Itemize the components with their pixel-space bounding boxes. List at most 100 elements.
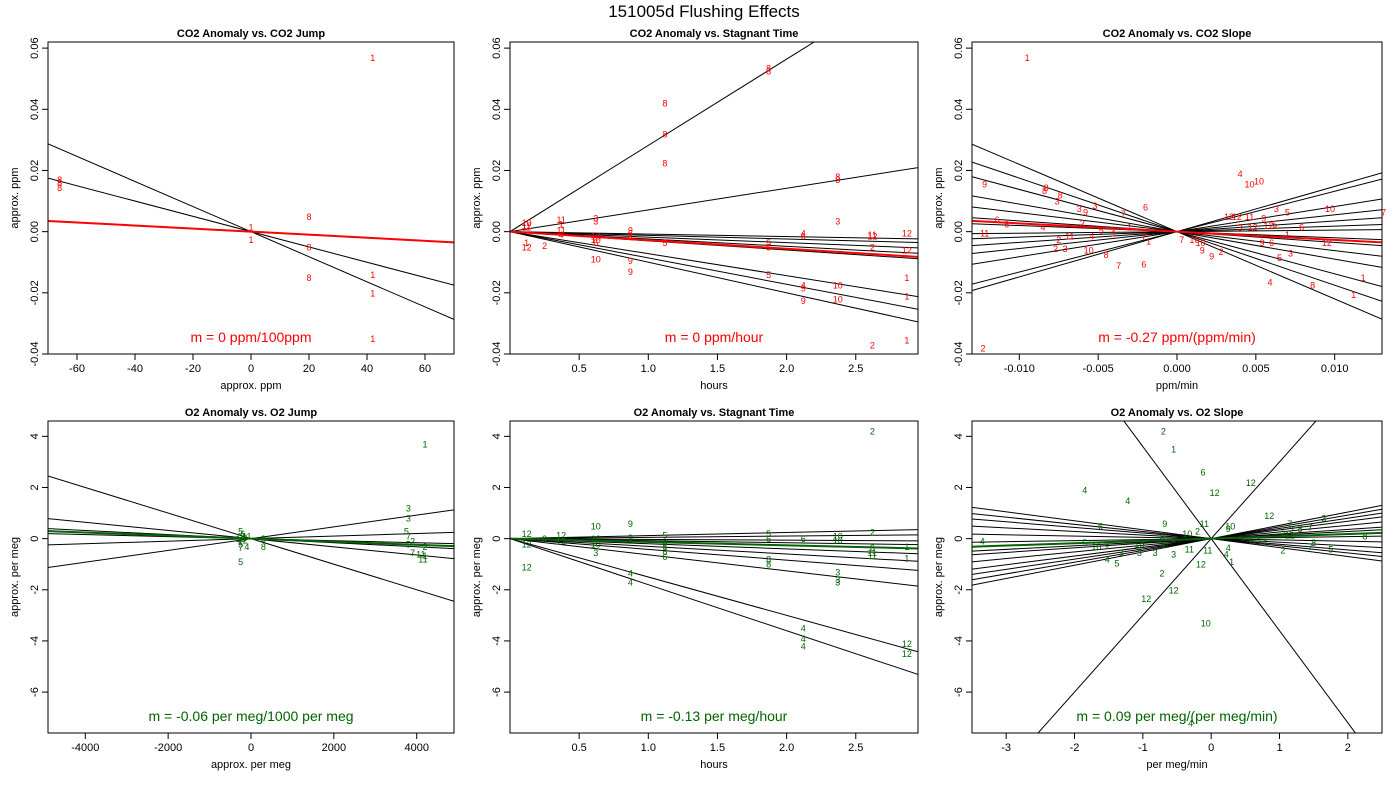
point-label: 10	[591, 539, 601, 549]
y-tick-label: 4	[29, 433, 41, 439]
y-tick-label: 0.06	[953, 37, 965, 58]
point-label: 4	[1226, 543, 1231, 553]
point-label: 12	[867, 232, 877, 242]
point-label: 4	[1105, 555, 1110, 565]
point-label: 9	[1105, 539, 1110, 549]
fit-line	[510, 231, 918, 298]
point-label: 6	[1098, 521, 1103, 531]
point-label: 10	[1225, 521, 1235, 531]
point-label: 3	[1092, 201, 1097, 211]
point-label: 6	[1143, 203, 1148, 213]
panel-title: O2 Anomaly vs. Stagnant Time	[634, 407, 795, 419]
point-label: 9	[1159, 532, 1164, 542]
point-label: 8	[1311, 538, 1316, 548]
fit-line	[510, 534, 918, 540]
point-label: 2	[542, 241, 547, 251]
point-label: 7	[1121, 209, 1126, 219]
point-label: 4	[801, 634, 806, 644]
point-label: 5	[662, 238, 667, 248]
x-tick-label: 2.0	[779, 363, 794, 375]
point-label: 9	[628, 533, 633, 543]
point-label: 1	[904, 336, 909, 346]
fit-line	[972, 513, 1382, 558]
point-label: 2	[981, 343, 986, 353]
point-label: 11	[868, 551, 877, 561]
point-label: 12	[902, 246, 912, 256]
point-label: 4	[801, 281, 806, 291]
point-label: 8	[242, 533, 247, 543]
fit-lines	[972, 421, 1382, 733]
point-label: 5	[1328, 544, 1333, 554]
fit-line	[972, 512, 1382, 575]
point-label: 5	[238, 526, 243, 536]
point-label: 12	[1224, 212, 1234, 222]
point-label: 4	[628, 569, 633, 579]
point-label: 9	[1083, 207, 1088, 217]
fit-line	[1037, 421, 1317, 733]
point-label: 2	[422, 542, 427, 552]
y-tick-label: -2	[953, 585, 965, 595]
point-label: 6	[801, 534, 806, 544]
point-label: 11	[1065, 232, 1074, 242]
point-label: 3	[1238, 223, 1243, 233]
point-label: 3	[1321, 514, 1326, 524]
point-label: 6	[1200, 468, 1205, 478]
point-label: 9	[1226, 524, 1231, 534]
point-label: 2	[410, 537, 415, 547]
fit-lines	[48, 143, 454, 320]
point-label: 2	[1159, 569, 1164, 579]
point-label: 1	[1146, 236, 1151, 246]
point-label: 9	[1209, 252, 1214, 262]
point-label: 3	[1137, 548, 1142, 558]
y-tick-label: -2	[491, 585, 503, 595]
point-label: 6	[995, 215, 1000, 225]
fit-line	[972, 521, 1382, 563]
point-label: 2	[870, 242, 875, 252]
point-label: 3	[835, 575, 840, 585]
fit-line	[510, 167, 918, 233]
fit-line	[972, 533, 1382, 543]
slope-annotation: m = 0 ppm/100ppm	[190, 329, 311, 345]
point-label: 9	[628, 256, 633, 266]
x-tick-label: 1	[1276, 742, 1282, 754]
point-label: 11	[242, 532, 251, 542]
point-label: 3	[1153, 548, 1158, 558]
point-label: 5	[238, 539, 243, 549]
fit-line	[972, 504, 1382, 586]
point-label: 5	[1285, 207, 1290, 217]
point-label: 4	[801, 624, 806, 634]
y-tick-label: 2	[29, 484, 41, 490]
fit-line	[510, 538, 918, 571]
point-label: 1	[524, 238, 529, 248]
point-label: 6	[801, 232, 806, 242]
point-label: 9	[542, 534, 547, 544]
slope-annotation: m = 0.09 per meg/(per meg/min)	[1076, 708, 1277, 724]
y-axis-label: approx. per meg	[471, 537, 483, 617]
point-label: 6	[1004, 220, 1009, 230]
point-label: 8	[306, 273, 311, 283]
point-label: 8	[261, 542, 266, 552]
point-label: 3	[835, 567, 840, 577]
x-tick-label: -2000	[154, 742, 182, 754]
point-label: 8	[835, 172, 840, 182]
y-tick-label: 0.04	[491, 99, 503, 120]
point-label: 2	[1080, 219, 1085, 229]
y-axis-label: approx. per meg	[933, 537, 945, 617]
x-tick-label: 2	[1345, 742, 1351, 754]
fit-line	[510, 538, 918, 587]
fit-line	[972, 525, 1382, 549]
point-label: 1	[1229, 557, 1234, 567]
panel-title: CO2 Anomaly vs. Stagnant Time	[630, 28, 799, 40]
point-label: 12	[1196, 560, 1206, 570]
y-tick-label: -2	[29, 585, 41, 595]
point-label: 12	[902, 639, 912, 649]
point-label: 2	[870, 528, 875, 538]
point-label: 10	[591, 255, 601, 265]
point-label: 8	[766, 555, 771, 565]
x-tick-label: -3	[1001, 742, 1011, 754]
point-label: 1	[370, 270, 375, 280]
point-label: 12	[1169, 585, 1179, 595]
